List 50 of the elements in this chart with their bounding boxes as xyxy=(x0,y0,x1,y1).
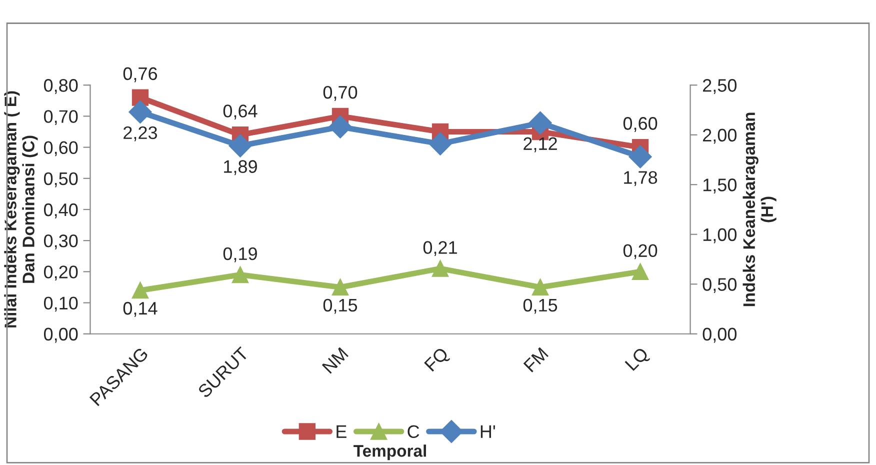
y2-tick-label: 2,00 xyxy=(703,128,737,144)
data-label: 0,70 xyxy=(323,86,358,101)
data-label: 2,23 xyxy=(124,126,158,142)
y2-tick-label: 1,00 xyxy=(703,228,737,244)
point xyxy=(632,263,649,280)
y2-tick-label: 0,00 xyxy=(702,328,737,343)
legend-label: E xyxy=(336,425,346,438)
y-tick-label: 0,40 xyxy=(44,203,78,218)
data-label: 1,89 xyxy=(224,160,257,176)
data-label: 0,19 xyxy=(223,247,257,262)
point xyxy=(228,134,252,158)
point xyxy=(628,145,652,168)
point xyxy=(328,115,352,138)
y-tick-label: 0,10 xyxy=(44,296,78,312)
data-label: 0,64 xyxy=(223,104,258,120)
point xyxy=(132,282,149,299)
data-label: 2,12 xyxy=(524,137,557,152)
y-tick-label: 0,00 xyxy=(44,328,78,343)
point xyxy=(128,100,152,124)
y2-axis-title: Indeks Keanekaragaman (H') xyxy=(742,112,776,306)
point xyxy=(332,278,349,296)
y2-tick-label: 0,50 xyxy=(702,278,737,293)
x-tick-label: LQ xyxy=(624,346,652,374)
point xyxy=(232,266,249,284)
y-tick-label: 0,30 xyxy=(44,234,78,250)
legend-label: H' xyxy=(480,425,495,438)
y-tick-label: 0,70 xyxy=(44,110,78,126)
y-tick-label: 0,80 xyxy=(44,79,78,94)
x-tick-label: FM xyxy=(523,347,548,372)
data-label: 1,78 xyxy=(624,171,658,186)
y2-tick-label: 2,50 xyxy=(703,79,737,94)
data-label: 0,60 xyxy=(623,117,658,132)
x-tick-label: FQ xyxy=(424,346,452,374)
point xyxy=(432,260,449,277)
point xyxy=(428,132,452,156)
data-label: 0,15 xyxy=(323,298,358,314)
data-label: 0,20 xyxy=(623,244,658,260)
data-label: 0,14 xyxy=(123,302,158,317)
point xyxy=(528,111,552,134)
x-axis-title: Temporal xyxy=(354,444,426,460)
y2-tick-label: 1,50 xyxy=(703,178,737,194)
legend-label: C xyxy=(408,425,420,438)
y-tick-label: 0,60 xyxy=(44,141,78,156)
point xyxy=(532,278,549,296)
y-tick-label: 0,20 xyxy=(44,266,78,281)
x-tick-label: NM xyxy=(322,347,348,374)
data-label: 0,76 xyxy=(123,67,158,82)
y-tick-label: 0,50 xyxy=(44,172,78,188)
data-label: 0,21 xyxy=(423,241,457,256)
data-label: 0,15 xyxy=(523,298,558,314)
